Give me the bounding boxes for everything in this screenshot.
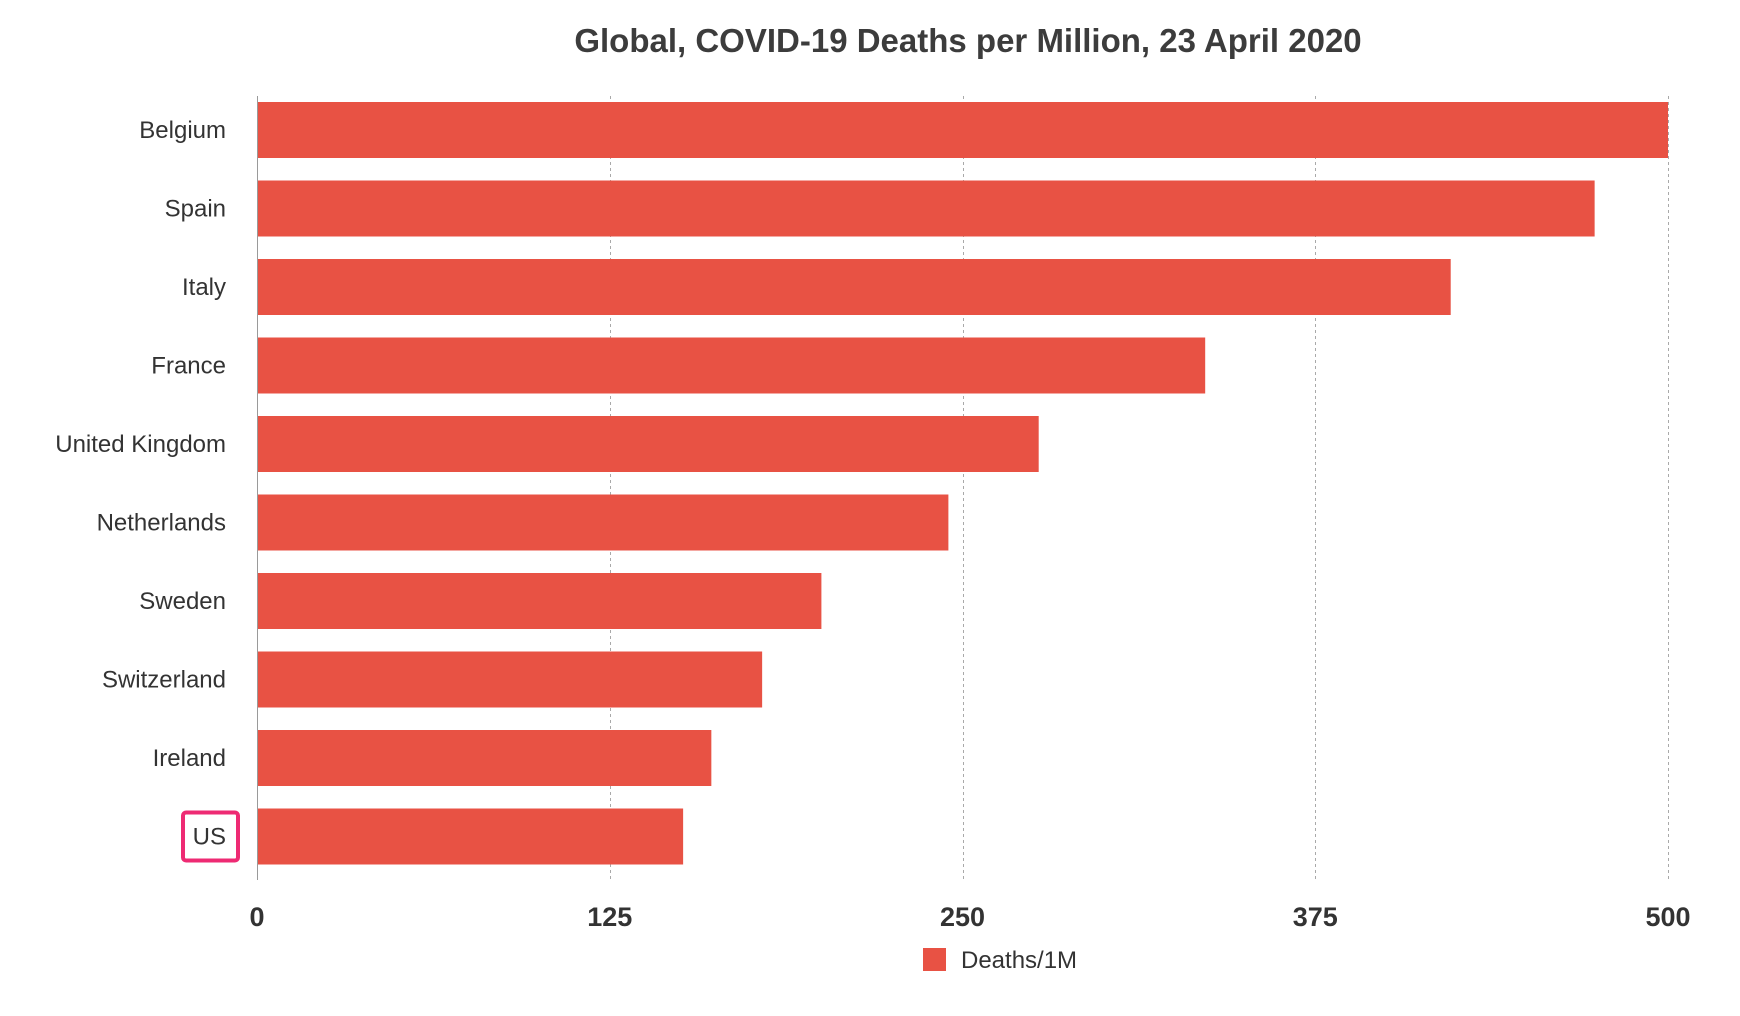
legend-label[interactable]: Deaths/1M (961, 947, 1077, 974)
highlight-box (181, 810, 240, 863)
x-tick-label: 250 (940, 902, 985, 932)
category-label: Netherlands (97, 510, 226, 537)
category-label: US (193, 824, 226, 851)
bar[interactable] (258, 573, 822, 629)
category-label: Switzerland (102, 667, 226, 694)
category-label: United Kingdom (55, 431, 226, 458)
category-labels: Belgium Spain Italy France United Kingdom Net… (55, 117, 240, 863)
bar[interactable] (258, 494, 949, 551)
chart-title: Global, COVID-19 Deaths per Million, 23 … (574, 22, 1361, 59)
grid-lines (610, 96, 1669, 880)
bar[interactable] (258, 651, 763, 708)
category-label: Sweden (139, 588, 226, 615)
bar[interactable] (258, 259, 1451, 315)
x-tick-label: 500 (1645, 902, 1690, 932)
legend[interactable]: Deaths/1M (923, 947, 1077, 974)
bar[interactable] (258, 180, 1595, 237)
bar[interactable] (258, 730, 712, 786)
bar[interactable] (258, 102, 1668, 158)
category-label: Italy (182, 274, 226, 301)
x-tick-label: 375 (1293, 902, 1338, 932)
x-tick-label: 125 (587, 902, 632, 932)
bar[interactable] (258, 808, 684, 865)
bar[interactable] (258, 416, 1039, 472)
bar[interactable] (258, 337, 1206, 394)
x-tick-label: 0 (249, 902, 264, 932)
bars (258, 102, 1668, 865)
category-label: Ireland (153, 745, 226, 772)
category-label: France (151, 353, 226, 380)
category-label: Belgium (139, 117, 226, 144)
x-axis-ticks: 0 125 250 375 500 (249, 902, 1690, 932)
category-label: Spain (165, 196, 226, 223)
legend-swatch[interactable] (923, 948, 946, 971)
